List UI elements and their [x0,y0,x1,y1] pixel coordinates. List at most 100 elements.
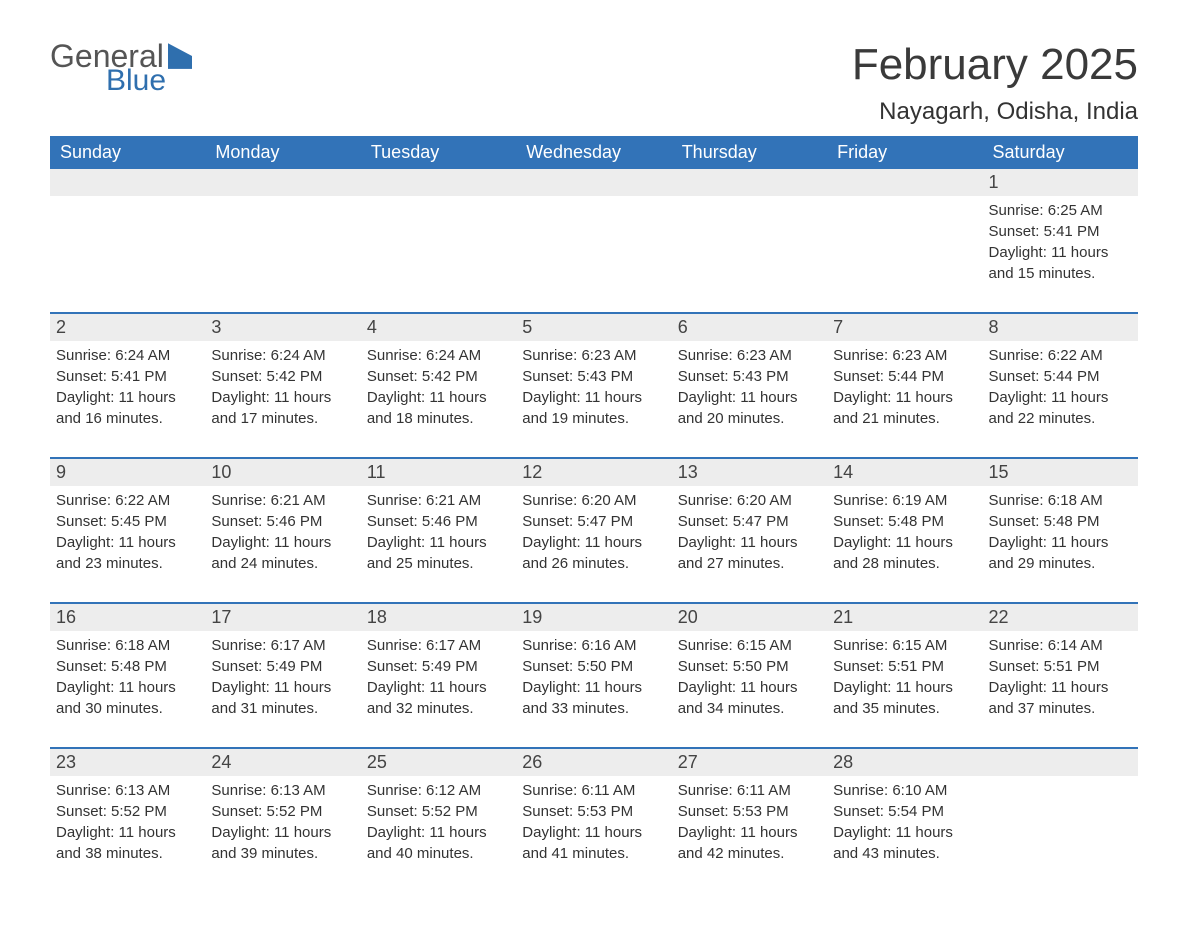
daylight-line: Daylight: 11 hours and 23 minutes. [56,532,201,574]
day-details: Sunrise: 6:24 AMSunset: 5:42 PMDaylight:… [365,345,512,429]
daylight-line: Daylight: 11 hours and 28 minutes. [833,532,978,574]
calendar-day-cell: 23Sunrise: 6:13 AMSunset: 5:52 PMDayligh… [50,748,205,892]
daylight-line-label: Daylight: [522,679,580,696]
sunrise-line: Sunrise: 6:15 AM [833,635,978,656]
day-details: Sunrise: 6:13 AMSunset: 5:52 PMDaylight:… [54,780,201,864]
sunset-line-value: 5:48 PM [111,658,167,675]
sunrise-line: Sunrise: 6:24 AM [211,345,356,366]
sunset-line-value: 5:42 PM [266,368,322,385]
sunrise-line-label: Sunrise: [989,202,1044,219]
weekday-header: Monday [205,136,360,169]
day-number-band: 18 [361,604,516,631]
sunset-line-value: 5:50 PM [577,658,633,675]
daylight-line: Daylight: 11 hours and 40 minutes. [367,822,512,864]
sunrise-line-label: Sunrise: [522,782,577,799]
day-number-band: 1 [983,169,1138,196]
sunset-line-label: Sunset: [367,803,418,820]
sunset-line-value: 5:41 PM [111,368,167,385]
sunrise-line-label: Sunrise: [522,492,577,509]
day-details: Sunrise: 6:22 AMSunset: 5:45 PMDaylight:… [54,490,201,574]
day-number-band: 17 [205,604,360,631]
day-number-band: 11 [361,459,516,486]
sunrise-line-value: 6:19 AM [892,492,947,509]
sunrise-line-label: Sunrise: [56,782,111,799]
day-number-band: 19 [516,604,671,631]
sunset-line: Sunset: 5:44 PM [833,366,978,387]
sunrise-line-label: Sunrise: [211,637,266,654]
daylight-line: Daylight: 11 hours and 39 minutes. [211,822,356,864]
sunset-line-label: Sunset: [56,803,107,820]
sunrise-line-label: Sunrise: [367,782,422,799]
sunrise-line-value: 6:17 AM [271,637,326,654]
sunset-line-label: Sunset: [56,513,107,530]
day-number-band [827,169,982,196]
sunrise-line: Sunrise: 6:18 AM [56,635,201,656]
day-details: Sunrise: 6:21 AMSunset: 5:46 PMDaylight:… [365,490,512,574]
weekday-header-row: SundayMondayTuesdayWednesdayThursdayFrid… [50,136,1138,169]
sunset-line-label: Sunset: [522,513,573,530]
daylight-line-label: Daylight: [522,389,580,406]
day-details: Sunrise: 6:18 AMSunset: 5:48 PM Daylight:… [987,490,1134,574]
day-number-band [672,169,827,196]
sunrise-line-label: Sunrise: [833,637,888,654]
sunset-line: Sunset: 5:48 PM [989,511,1134,532]
sunset-line: Sunset: 5:41 PM [56,366,201,387]
sunset-line: Sunset: 5:42 PM [367,366,512,387]
sunset-line-label: Sunset: [522,803,573,820]
weekday-header: Saturday [983,136,1138,169]
sunrise-line: Sunrise: 6:17 AM [367,635,512,656]
sunset-line-value: 5:42 PM [422,368,478,385]
day-number-band: 20 [672,604,827,631]
sunrise-line-label: Sunrise: [211,347,266,364]
sunset-line-value: 5:44 PM [1044,368,1100,385]
sunset-line-value: 5:47 PM [577,513,633,530]
daylight-line: Daylight: 11 hours and 22 minutes. [989,387,1134,429]
day-details: Sunrise: 6:23 AMSunset: 5:44 PMDaylight:… [831,345,978,429]
day-number-band: 5 [516,314,671,341]
day-number-band: 14 [827,459,982,486]
day-details: Sunrise: 6:24 AMSunset: 5:41 PMDaylight:… [54,345,201,429]
calendar-day-cell: 9Sunrise: 6:22 AMSunset: 5:45 PMDaylight… [50,458,205,603]
daylight-line-label: Daylight: [989,679,1047,696]
calendar-table: SundayMondayTuesdayWednesdayThursdayFrid… [50,136,1138,892]
sunset-line: Sunset: 5:47 PM [678,511,823,532]
sunset-line-label: Sunset: [989,658,1040,675]
calendar-day-cell: 13Sunrise: 6:20 AMSunset: 5:47 PMDayligh… [672,458,827,603]
sunset-line-label: Sunset: [211,513,262,530]
sunset-line-value: 5:43 PM [733,368,789,385]
sunrise-line-value: 6:20 AM [737,492,792,509]
sunset-line: Sunset: 5:54 PM [833,801,978,822]
sunrise-line-value: 6:10 AM [892,782,947,799]
sunrise-line-label: Sunrise: [989,347,1044,364]
sunrise-line-value: 6:23 AM [892,347,947,364]
day-number-band: 3 [205,314,360,341]
daylight-line-label: Daylight: [56,534,114,551]
day-details: Sunrise: 6:23 AMSunset: 5:43 PMDaylight:… [676,345,823,429]
day-number-band [361,169,516,196]
day-details: Sunrise: 6:23 AMSunset: 5:43 PMDaylight:… [520,345,667,429]
daylight-line-label: Daylight: [989,534,1047,551]
weekday-header: Thursday [672,136,827,169]
sunset-line-label: Sunset: [678,513,729,530]
sunrise-line-value: 6:22 AM [115,492,170,509]
daylight-line: Daylight: 11 hours and 35 minutes. [833,677,978,719]
calendar-day-cell: 1Sunrise: 6:25 AMSunset: 5:41 PMDaylight… [983,169,1138,313]
day-number-band: 12 [516,459,671,486]
daylight-line-label: Daylight: [678,389,736,406]
sunrise-line-value: 6:22 AM [1048,347,1103,364]
daylight-line-label: Daylight: [833,679,891,696]
sunrise-line-label: Sunrise: [678,347,733,364]
sunrise-line-label: Sunrise: [367,347,422,364]
sunset-line-label: Sunset: [211,803,262,820]
sunset-line: Sunset: 5:43 PM [678,366,823,387]
day-number-band [983,749,1138,776]
sunset-line-value: 5:51 PM [888,658,944,675]
daylight-line: Daylight: 11 hours and 20 minutes. [678,387,823,429]
sunset-line-label: Sunset: [367,513,418,530]
daylight-line-label: Daylight: [989,244,1047,261]
sunrise-line-label: Sunrise: [833,347,888,364]
daylight-line-label: Daylight: [367,534,425,551]
sunrise-line: Sunrise: 6:18 AM [989,490,1134,511]
day-number-band [516,169,671,196]
calendar-day-cell: 26Sunrise: 6:11 AMSunset: 5:53 PMDayligh… [516,748,671,892]
